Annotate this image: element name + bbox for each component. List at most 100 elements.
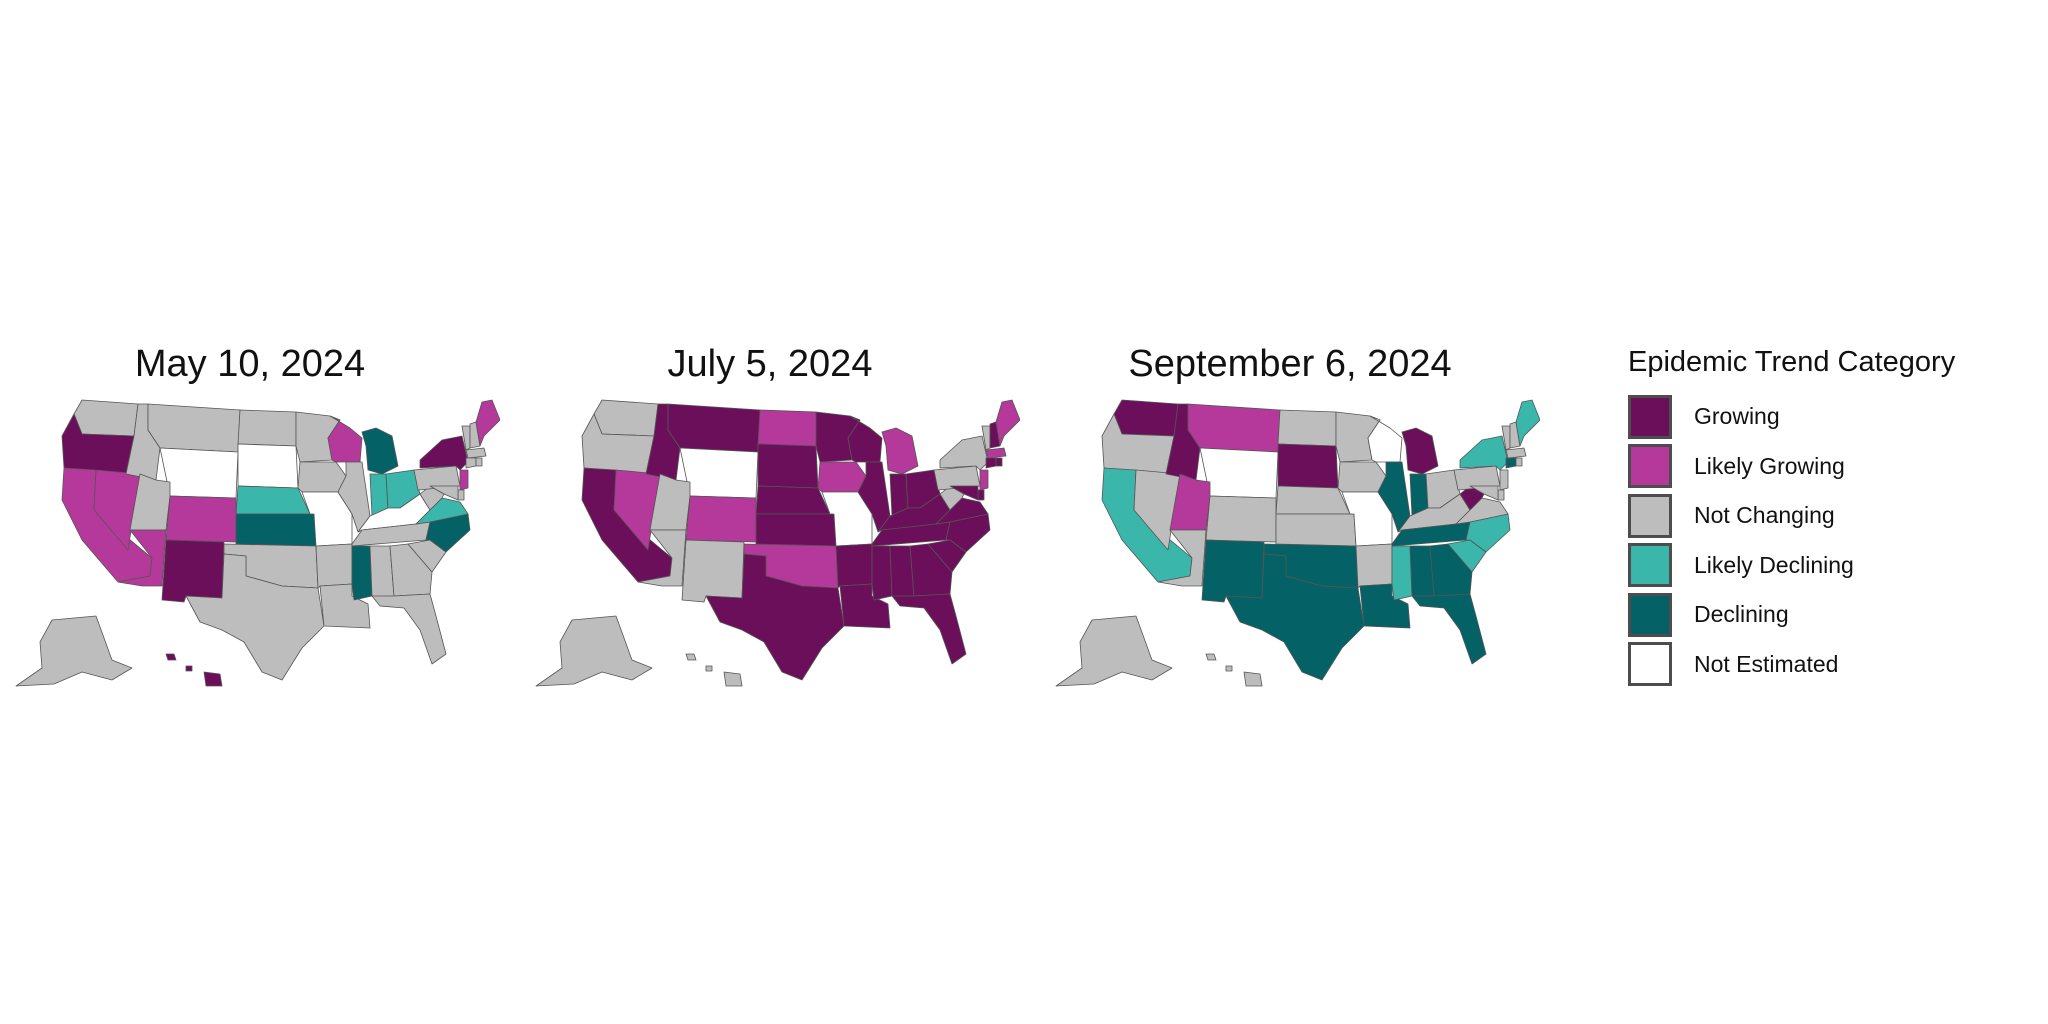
state-me	[1515, 399, 1540, 447]
legend-label-not-changing: Not Changing	[1694, 502, 1835, 529]
legend-swatch-declining	[1628, 592, 1672, 637]
legend-item-not-estimated: Not Estimated	[1628, 640, 2028, 690]
state-ia	[817, 461, 867, 493]
us-map-september	[1055, 399, 1540, 687]
state-nv	[93, 469, 141, 551]
state-ks	[755, 513, 837, 547]
state-az	[117, 529, 167, 587]
state-wa	[1113, 399, 1179, 437]
state-ar	[1355, 543, 1393, 589]
state-de	[1497, 489, 1505, 501]
state-il	[857, 461, 891, 533]
state-wi	[847, 415, 883, 463]
legend-item-growing: Growing	[1628, 392, 2028, 442]
state-ks	[235, 513, 317, 547]
state-ak	[1055, 615, 1173, 687]
state-ma	[1505, 447, 1527, 459]
state-nm	[1201, 539, 1265, 603]
state-mt	[667, 403, 761, 453]
state-ri	[1515, 457, 1523, 467]
legend-label-likely-growing: Likely Growing	[1694, 452, 1845, 479]
legend-item-declining: Declining	[1628, 590, 2028, 640]
state-wy	[679, 447, 759, 499]
state-ny	[419, 435, 469, 471]
state-hi	[165, 653, 223, 687]
state-ia	[297, 461, 347, 493]
legend-swatch-likely-declining	[1628, 543, 1672, 588]
state-ga	[389, 543, 433, 597]
state-de	[457, 489, 465, 501]
legend-label-likely-declining: Likely Declining	[1694, 551, 1854, 578]
legend-swatch-likely-growing	[1628, 444, 1672, 489]
legend: Epidemic Trend Category Growing Likely G…	[1628, 344, 2028, 689]
state-nv	[613, 469, 661, 551]
legend-title: Epidemic Trend Category	[1628, 346, 1956, 378]
legend-label-declining: Declining	[1694, 601, 1789, 628]
state-mt	[147, 403, 241, 453]
state-fl	[1411, 593, 1487, 665]
legend-label-growing: Growing	[1694, 403, 1780, 430]
legend-swatch-growing	[1628, 394, 1672, 439]
state-ms	[351, 545, 373, 601]
state-ct	[985, 457, 997, 469]
state-mi	[1401, 427, 1439, 475]
state-wi	[327, 415, 363, 463]
state-co	[165, 495, 237, 543]
state-md	[949, 485, 979, 501]
map-title-may: May 10, 2024	[134, 343, 366, 385]
state-co	[1205, 495, 1277, 543]
state-il	[1377, 461, 1411, 533]
state-ne	[235, 485, 311, 515]
state-ar	[315, 543, 353, 589]
state-hi	[1205, 653, 1263, 687]
map-title-september: September 6, 2024	[1128, 343, 1452, 385]
state-ne	[755, 485, 831, 515]
state-ct	[465, 457, 477, 469]
legend-item-likely-declining: Likely Declining	[1628, 541, 2028, 591]
state-de	[977, 489, 985, 501]
map-panel-september: September 6, 2024	[1040, 330, 1540, 700]
state-nd	[237, 409, 297, 447]
state-nj	[979, 469, 989, 491]
state-ny	[939, 435, 989, 471]
state-nm	[161, 539, 225, 603]
legend-swatch-not-estimated	[1628, 642, 1672, 687]
state-fl	[371, 593, 447, 665]
state-nj	[1499, 469, 1509, 491]
state-md	[1469, 485, 1499, 501]
state-sd	[757, 443, 819, 489]
state-nd	[757, 409, 817, 447]
state-co	[685, 495, 757, 543]
state-ar	[835, 543, 873, 589]
state-mi	[361, 427, 399, 475]
state-ga	[1429, 543, 1473, 597]
state-nj	[459, 469, 469, 491]
us-map-july	[535, 399, 1020, 687]
state-il	[337, 461, 371, 533]
state-ma	[465, 447, 487, 459]
state-nv	[1133, 469, 1181, 551]
state-me	[995, 399, 1020, 447]
state-ri	[995, 457, 1003, 467]
state-mi	[881, 427, 919, 475]
state-hi	[685, 653, 743, 687]
state-ms	[871, 545, 893, 601]
state-me	[475, 399, 500, 447]
state-ct	[1505, 457, 1517, 469]
state-ak	[535, 615, 653, 687]
state-mt	[1187, 403, 1281, 453]
state-wy	[1199, 447, 1279, 499]
state-wi	[1367, 415, 1403, 463]
map-panel-may: May 10, 2024	[0, 330, 500, 700]
state-az	[1157, 529, 1207, 587]
state-ny	[1459, 435, 1509, 471]
state-ma	[985, 447, 1007, 459]
state-nm	[681, 539, 745, 603]
state-tx	[185, 553, 325, 681]
us-map-may	[15, 399, 500, 687]
state-ak	[15, 615, 133, 687]
state-ks	[1275, 513, 1357, 547]
state-md	[429, 485, 459, 501]
map-panel-july: July 5, 2024	[520, 330, 1020, 700]
